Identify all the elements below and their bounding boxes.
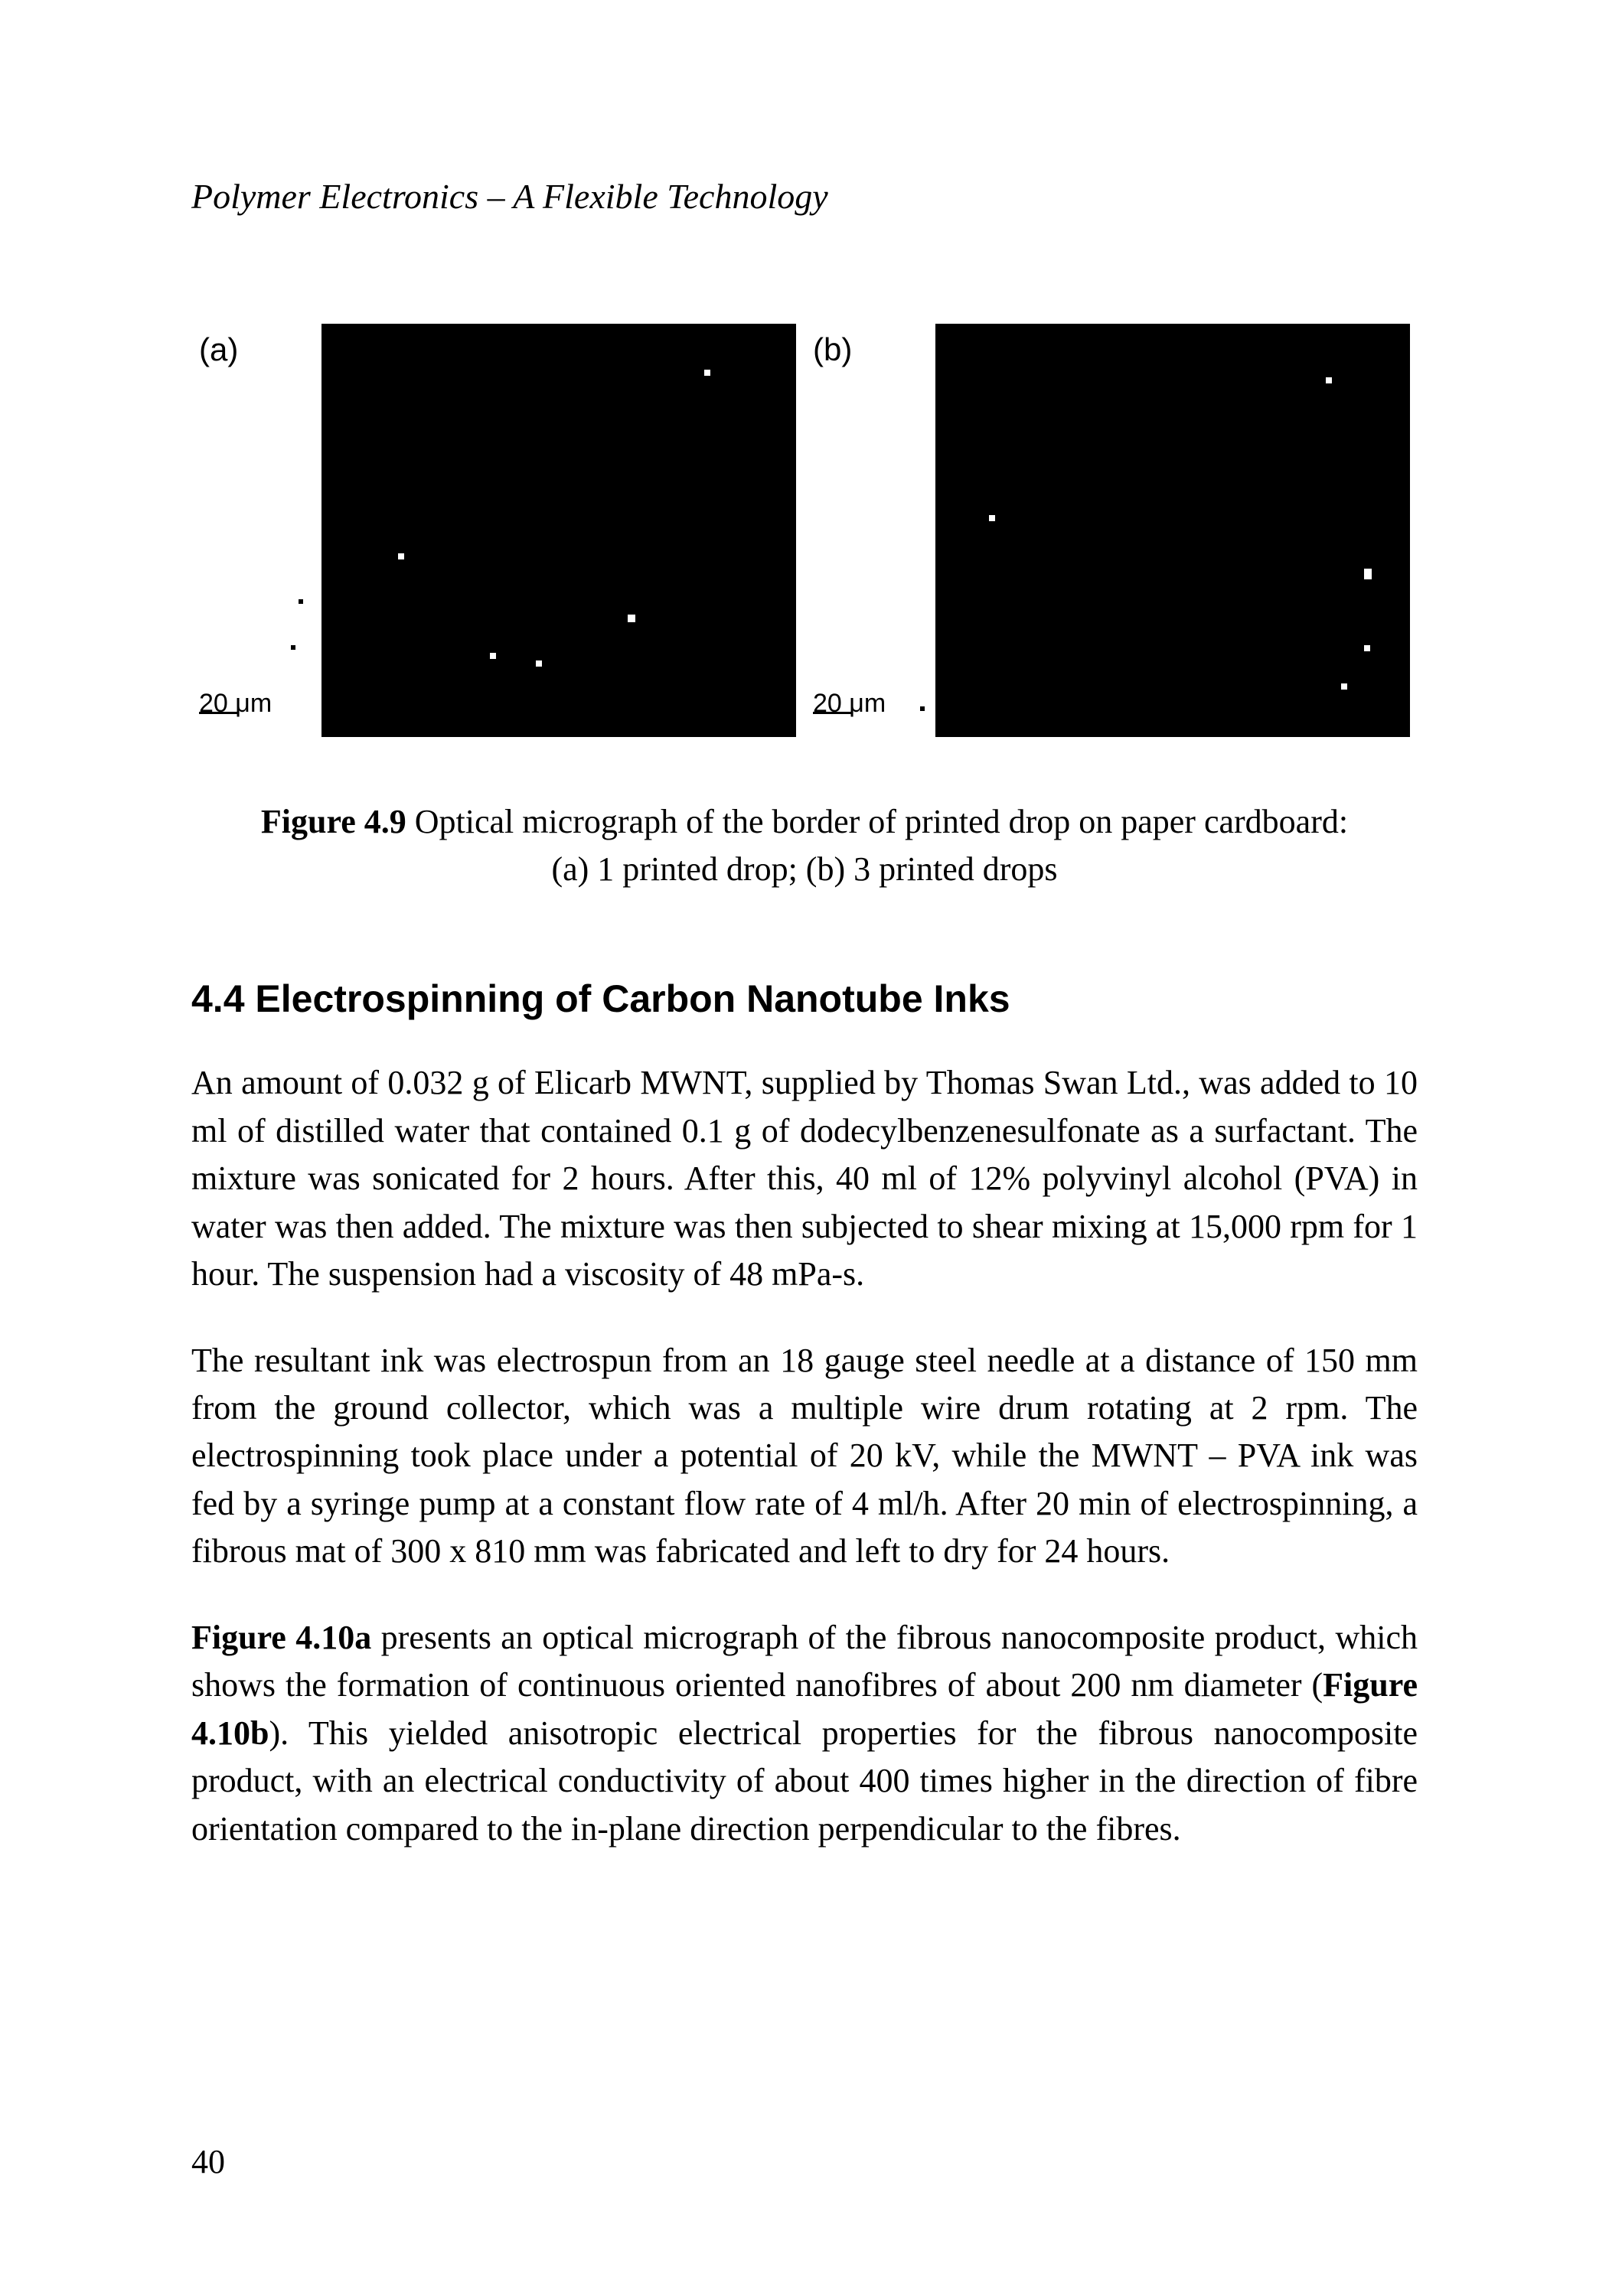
scalebar-a: 20 μm bbox=[199, 690, 272, 714]
paragraph-2: The resultant ink was electrospun from a… bbox=[191, 1337, 1418, 1576]
paragraph-3-lead-bold: Figure 4.10a bbox=[191, 1619, 371, 1656]
figure-4-9-caption-text: Optical micrograph of the border of prin… bbox=[415, 803, 1348, 840]
scalebar-a-text: 20 μm bbox=[199, 689, 272, 718]
panel-label-b: (b) bbox=[813, 331, 852, 368]
figure-4-9: (a) 20 μm (b) bbox=[199, 324, 1410, 752]
scalebar-b: 20 μm bbox=[813, 690, 886, 714]
paragraph-3-tail: ). This yielded anisotropic electrical p… bbox=[191, 1714, 1418, 1848]
paragraph-3: Figure 4.10a presents an optical microgr… bbox=[191, 1614, 1418, 1853]
section-heading-4-4: 4.4 Electrospinning of Carbon Nanotube I… bbox=[191, 977, 1418, 1021]
micrograph-a bbox=[321, 324, 796, 737]
figure-4-9-caption-line2: (a) 1 printed drop; (b) 3 printed drops bbox=[551, 850, 1057, 888]
figure-4-9-caption-lead: Figure 4.9 bbox=[261, 803, 406, 840]
scalebar-b-text: 20 μm bbox=[813, 689, 886, 718]
panel-label-a: (a) bbox=[199, 331, 238, 368]
paragraph-1: An amount of 0.032 g of Elicarb MWNT, su… bbox=[191, 1059, 1418, 1298]
figure-4-9-caption: Figure 4.9 Optical micrograph of the bor… bbox=[222, 798, 1387, 892]
section-number: 4.4 bbox=[191, 977, 245, 1020]
micrograph-b bbox=[935, 324, 1410, 737]
page-number: 40 bbox=[191, 2142, 225, 2181]
paragraph-3-mid: presents an optical micrograph of the fi… bbox=[191, 1619, 1418, 1704]
running-head: Polymer Electronics – A Flexible Technol… bbox=[191, 176, 1418, 217]
page: Polymer Electronics – A Flexible Technol… bbox=[0, 0, 1609, 2296]
figure-panel-b: (b) 20 μm bbox=[813, 324, 1410, 752]
section-title: Electrospinning of Carbon Nanotube Inks bbox=[255, 977, 1010, 1020]
figure-panel-a: (a) 20 μm bbox=[199, 324, 796, 752]
